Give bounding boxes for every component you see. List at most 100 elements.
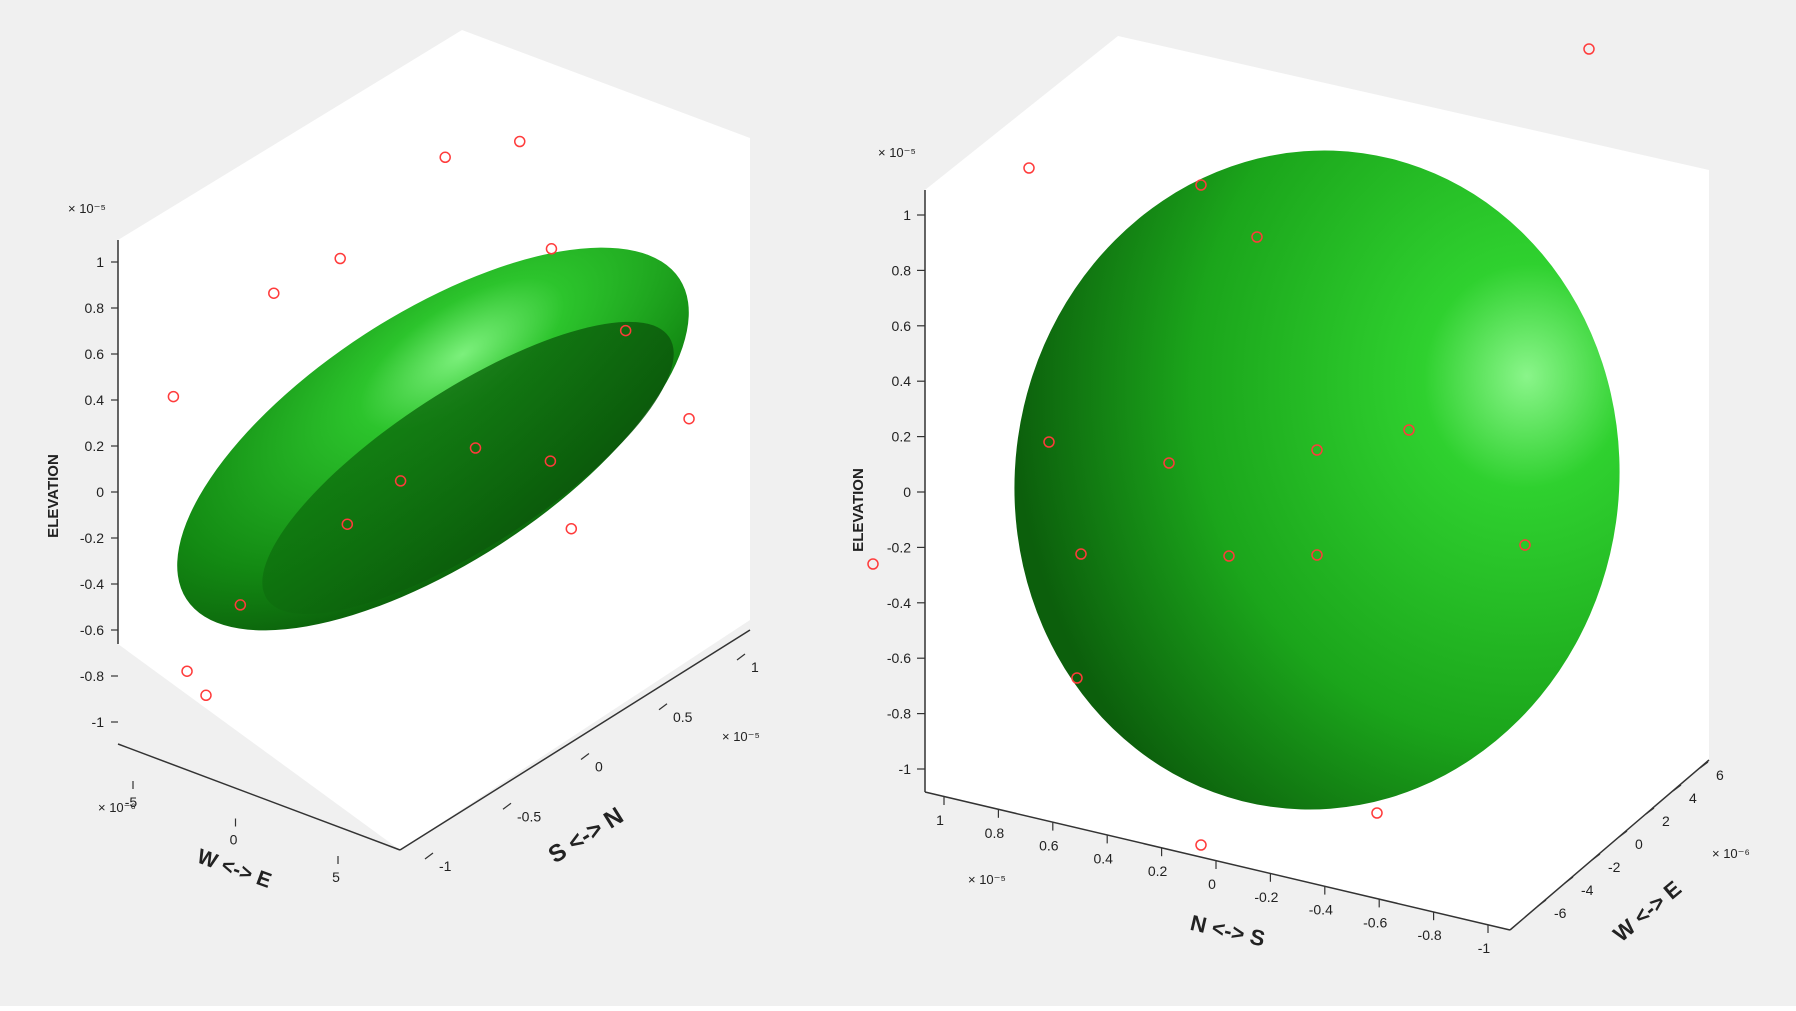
right-data-point	[1071, 672, 1083, 684]
right-y-tick	[1645, 807, 1655, 815]
left-data-point	[394, 475, 407, 487]
left-data-point	[514, 135, 526, 148]
right-z-tick-label: 0.6	[892, 318, 912, 334]
right-z-tick-label: 0.2	[892, 429, 912, 445]
left-data-point	[181, 665, 193, 677]
left-y-exponent: × 10⁻⁵	[722, 729, 760, 744]
left-z-tick-label: -0.2	[80, 530, 104, 546]
right-z-tick-label: -0.8	[887, 706, 911, 722]
left-x-tick-label: 5	[332, 869, 340, 885]
right-x-axis	[924, 791, 1511, 931]
left-x-ticks: -5 0 5	[125, 781, 340, 885]
right-data-point	[1075, 548, 1087, 560]
right-data-point	[1251, 231, 1263, 243]
right-data-point	[1195, 839, 1207, 851]
right-data-point	[1403, 424, 1415, 436]
right-data-point	[1043, 436, 1055, 448]
right-z-tick-label: 1	[903, 207, 911, 223]
right-z-tick-label: -0.2	[887, 539, 911, 555]
left-z-tick-label: 0.8	[85, 300, 105, 316]
left-data-point	[469, 442, 482, 454]
right-z-tick-label: 0.4	[892, 373, 912, 389]
left-z-tick-label: 0.6	[85, 346, 105, 362]
left-x-axis	[117, 743, 401, 851]
right-z-tick-label: 0.8	[892, 262, 912, 278]
right-y-tick-label: -6	[1554, 905, 1567, 921]
right-x-exponent: × 10⁻⁵	[968, 872, 1006, 887]
left-data-point	[268, 287, 280, 299]
left-data-point	[234, 599, 247, 611]
left-data-point	[341, 518, 354, 530]
right-x-tick-label: -1	[1478, 940, 1491, 956]
left-z-tick-label: -0.6	[80, 622, 104, 638]
right-x-tick-label: 0.6	[1039, 838, 1059, 854]
right-y-tick-label: 6	[1716, 767, 1724, 783]
right-panel: 1 0.8 0.6 0.4 0.2 0 -0.2 -0.4 -0.6 -0.8 -1 1 0.8 0.6…	[850, 36, 1750, 956]
left-y-tick	[424, 852, 434, 860]
right-data-point	[1583, 43, 1595, 55]
left-data-point	[619, 324, 632, 337]
left-x-tick-label: 0	[230, 832, 238, 848]
right-data-point	[1311, 444, 1323, 456]
right-data-point	[867, 558, 879, 570]
right-y-tick	[1618, 830, 1628, 838]
right-x-tick-label: -0.2	[1254, 889, 1278, 905]
right-y-tick-label: -2	[1608, 859, 1621, 875]
right-data-points	[867, 43, 1595, 851]
left-z-tick-label: -0.4	[80, 576, 104, 592]
left-x-tick-label: -5	[125, 794, 138, 810]
right-z-exponent: × 10⁻⁵	[878, 145, 916, 160]
right-y-tick	[1699, 761, 1709, 769]
right-x-tick-label: -0.6	[1363, 914, 1387, 930]
left-z-tick-label: 0.2	[85, 438, 105, 454]
left-data-point	[683, 412, 695, 425]
right-x-tick-label: 0.8	[985, 825, 1005, 841]
left-z-tick-label: 0	[96, 484, 104, 500]
left-z-ticks: 1 0.8 0.6 0.4 0.2 0 -0.2 -0.4 -0.6 -0.8 -1	[80, 254, 118, 730]
left-y-tick-label: 0.5	[673, 709, 693, 725]
right-ellipsoid-surface	[1014, 150, 1620, 810]
left-data-points	[167, 135, 695, 702]
left-data-point	[565, 522, 578, 535]
right-data-point	[1223, 550, 1235, 562]
right-x-tick-label: 0	[1208, 876, 1216, 892]
right-z-label: ELEVATION	[850, 468, 867, 552]
right-x-tick-label: 0.4	[1093, 850, 1113, 866]
left-x-exponent: × 10⁻⁶	[98, 800, 136, 815]
left-data-point	[167, 390, 180, 403]
right-x-tick-label: 1	[936, 812, 944, 828]
left-z-exponent: × 10⁻⁵	[68, 201, 106, 216]
right-y-exponent: × 10⁻⁶	[1712, 846, 1750, 861]
left-z-label: ELEVATION	[45, 454, 62, 538]
right-z-tick-label: -1	[899, 761, 912, 777]
right-y-tick	[1537, 899, 1547, 907]
left-y-tick-label: -0.5	[517, 808, 541, 824]
left-data-point	[545, 243, 558, 255]
left-data-point	[544, 455, 557, 467]
right-z-tick-label: -0.4	[887, 595, 911, 611]
left-y-tick-label: 0	[595, 759, 603, 775]
left-data-point	[334, 252, 346, 265]
left-y-axis	[399, 629, 751, 851]
left-data-point	[439, 151, 451, 164]
right-y-tick	[1672, 784, 1682, 792]
right-x-tick-label: -0.8	[1418, 927, 1442, 943]
left-ellipsoid-surface	[177, 247, 689, 631]
left-y-tick	[580, 753, 590, 760]
left-y-tick-label: -1	[439, 858, 452, 874]
right-y-ticks: -6 -4 -2 0 2 4 6	[1537, 761, 1724, 921]
left-data-point	[200, 689, 212, 702]
right-z-tick-label: -0.6	[887, 650, 911, 666]
left-z-tick-label: 1	[96, 254, 104, 270]
right-y-tick-label: 0	[1635, 836, 1643, 852]
left-y-tick	[502, 802, 512, 810]
left-y-tick-label: 1	[751, 659, 759, 675]
right-z-ticks: 1 0.8 0.6 0.4 0.2 0 -0.2 -0.4 -0.6 -0.8 -1	[887, 207, 925, 777]
left-z-tick-label: 0.4	[85, 392, 105, 408]
right-y-tick-label: -4	[1581, 882, 1594, 898]
right-y-tick	[1591, 853, 1601, 861]
right-data-point	[1519, 539, 1531, 551]
right-data-point	[1311, 549, 1323, 561]
